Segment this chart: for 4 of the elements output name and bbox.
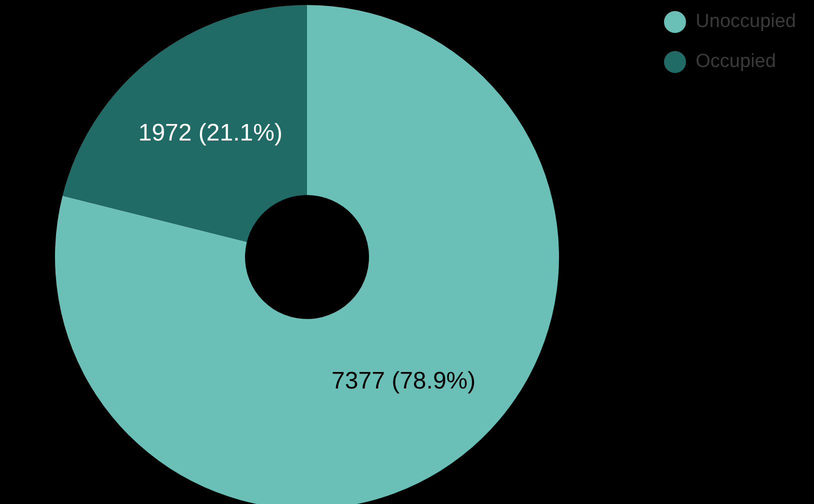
data-label: 1972 (21.1%): [138, 120, 282, 147]
legend-label: Unoccupied: [696, 11, 796, 32]
data-label: 7377 (78.9%): [332, 367, 476, 394]
legend-label: Occupied: [696, 51, 776, 72]
